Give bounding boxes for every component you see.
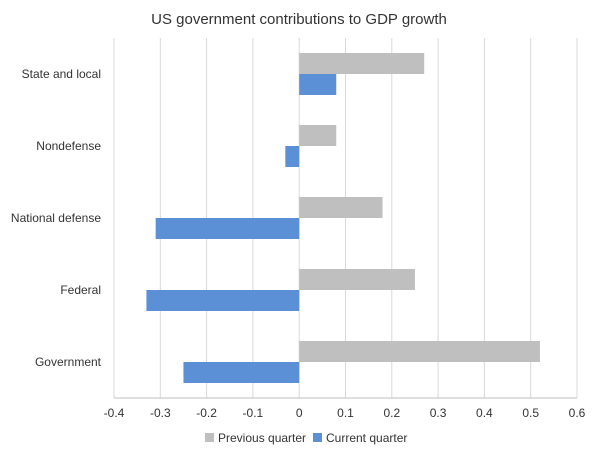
- bar-previous-quarter: [299, 269, 415, 290]
- x-tick-label: 0: [296, 406, 303, 420]
- bar-current-quarter: [285, 146, 300, 167]
- x-tick-label: 0.2: [383, 406, 400, 420]
- x-tick-label: -0.3: [150, 406, 171, 420]
- axes: -0.4 -0.3 -0.2 -0.1 0 0.1 0.2 0.3 0.4 0.5 0.6 State…: [11, 67, 586, 420]
- legend-swatch-current-quarter: [313, 433, 322, 442]
- x-tick-label: -0.2: [196, 406, 217, 420]
- x-tick-label: 0.1: [337, 406, 354, 420]
- x-tick-label: -0.4: [104, 406, 125, 420]
- bar-previous-quarter: [299, 341, 540, 362]
- category-label: State and local: [22, 67, 101, 81]
- legend-swatch-previous-quarter: [205, 433, 214, 442]
- x-tick-label: 0.6: [569, 406, 586, 420]
- bar-current-quarter: [183, 362, 300, 383]
- x-tick-label: 0.4: [476, 406, 493, 420]
- bar-previous-quarter: [299, 53, 425, 74]
- chart-title: US government contributions to GDP growt…: [151, 11, 447, 28]
- category-label: National defense: [11, 211, 101, 225]
- bar-previous-quarter: [299, 125, 337, 146]
- x-tick-label: -0.1: [243, 406, 264, 420]
- category-label: Nondefense: [36, 139, 101, 153]
- bar-current-quarter: [155, 218, 300, 239]
- legend-label-previous-quarter: Previous quarter: [218, 431, 306, 445]
- category-label: Federal: [60, 283, 101, 297]
- x-tick-label: 0.3: [430, 406, 447, 420]
- category-label: Government: [35, 355, 102, 369]
- bars: [146, 53, 540, 383]
- bar-previous-quarter: [299, 197, 383, 218]
- x-tick-label: 0.5: [522, 406, 539, 420]
- bar-current-quarter: [146, 290, 300, 311]
- legend: Previous quarter Current quarter: [205, 431, 407, 445]
- legend-label-current-quarter: Current quarter: [326, 431, 407, 445]
- bar-current-quarter: [299, 74, 337, 95]
